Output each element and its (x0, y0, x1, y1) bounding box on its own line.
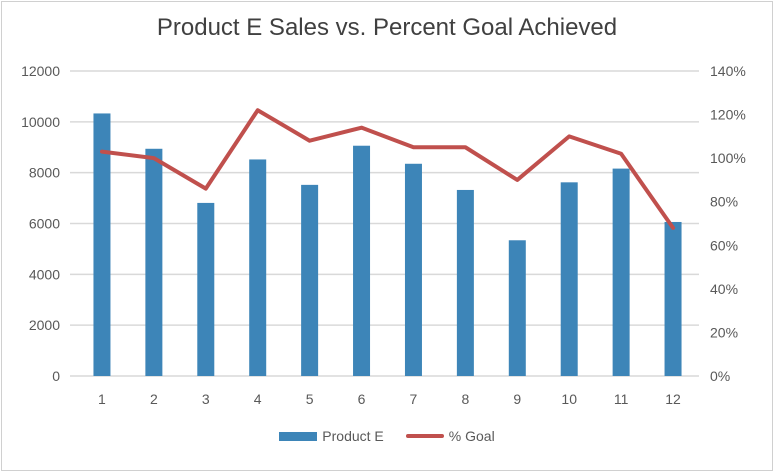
right-axis-tick-label: 80% (710, 194, 738, 210)
x-axis-tick-label: 11 (614, 391, 629, 407)
bar (197, 202, 215, 376)
left-axis-tick-label: 12000 (21, 63, 60, 79)
bar (456, 189, 474, 376)
bar (664, 221, 682, 376)
legend: Product E % Goal (0, 428, 774, 444)
bar (301, 184, 319, 376)
x-axis-tick-label: 4 (254, 391, 262, 407)
goal-line (99, 108, 676, 230)
right-axis-tick-label: 20% (710, 324, 738, 340)
left-axis-tick-label: 4000 (29, 266, 60, 282)
right-axis-tick-label: 140% (710, 63, 746, 79)
x-axis-tick-label: 6 (358, 391, 366, 407)
legend-swatch-line (405, 434, 444, 438)
bar (560, 182, 578, 376)
x-axis-tick-label: 9 (513, 391, 521, 407)
x-axis-tick-label: 8 (461, 391, 469, 407)
left-axis-tick-label: 0 (52, 368, 60, 384)
bar (508, 240, 526, 376)
legend-swatch-bar (279, 431, 318, 441)
bar (145, 148, 163, 376)
x-axis-tick-label: 2 (150, 391, 158, 407)
left-axis-tick-label: 2000 (29, 317, 60, 333)
right-axis-tick-label: 40% (710, 281, 738, 297)
left-axis-tick-label: 10000 (21, 114, 60, 130)
legend-label: % Goal (448, 428, 495, 444)
chart-title: Product E Sales vs. Percent Goal Achieve… (156, 14, 618, 41)
right-axis-tick-label: 0% (710, 368, 730, 384)
right-axis-tick-label: 120% (710, 107, 746, 123)
legend-label: Product E (322, 428, 384, 444)
bar (404, 163, 422, 376)
x-axis-tick-label: 7 (410, 391, 418, 407)
legend-item-product-e: Product E (279, 428, 384, 444)
bar (249, 159, 267, 376)
x-axis-tick-label: 12 (665, 391, 681, 407)
x-axis-tick-label: 1 (98, 391, 106, 407)
x-axis-tick-label: 5 (306, 391, 314, 407)
legend-item-goal: % Goal (405, 428, 495, 444)
right-axis-tick-label: 100% (710, 150, 746, 166)
bar (612, 168, 630, 376)
bar (353, 145, 371, 376)
bar (93, 113, 111, 376)
left-axis-tick-label: 8000 (29, 165, 60, 181)
right-axis-tick-label: 60% (710, 237, 738, 253)
x-axis-tick-label: 3 (202, 391, 210, 407)
x-axis-tick-label: 10 (561, 391, 577, 407)
left-axis-tick-label: 6000 (29, 216, 60, 232)
